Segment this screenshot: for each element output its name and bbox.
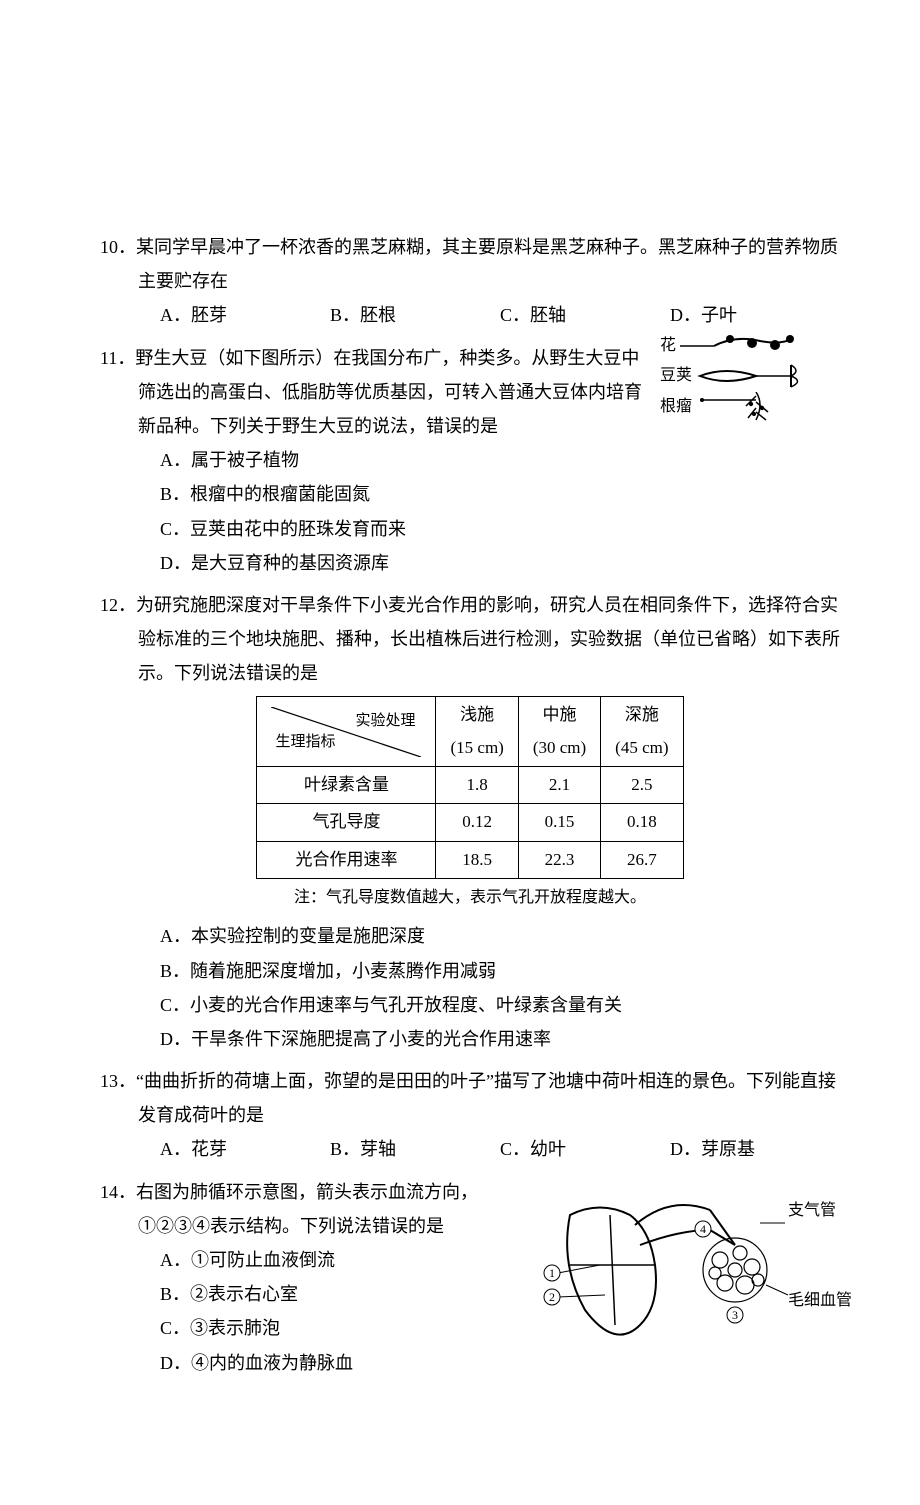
row1-v0: 0.12: [436, 804, 518, 841]
q11-text: 野生大豆（如下图所示）在我国分布广，种类多。从野生大豆中筛选出的高蛋白、低脂肪等…: [135, 348, 642, 436]
table-row: 光合作用速率 18.5 22.3 26.7: [257, 841, 683, 878]
svg-text:1: 1: [549, 1266, 555, 1280]
q12-opt-c: C．小麦的光合作用速率与气孔开放程度、叶绿素含量有关: [160, 988, 840, 1022]
diagram-label-pod: 豆荚: [660, 361, 830, 392]
question-14: 4 3 1 2 支气管 毛细血管 14．右图为肺循环示意图，箭头表示血流方向， …: [100, 1175, 840, 1437]
q10-opt-d: D．子叶: [670, 298, 840, 332]
diagram-label-flower: 花: [660, 331, 830, 362]
q14-text1: 右图为肺循环示意图，箭头表示血流方向，: [136, 1182, 478, 1202]
col-deep: 深施(45 cm): [601, 697, 683, 767]
row0-v0: 1.8: [436, 767, 518, 804]
bronchus-label: 支气管: [788, 1196, 848, 1226]
diag-bot-label: 生理指标: [275, 728, 335, 757]
table-row: 气孔导度 0.12 0.15 0.18: [257, 804, 683, 841]
row0-v1: 2.1: [518, 767, 600, 804]
question-11: 花 豆荚 根瘤: [100, 341, 840, 580]
soybean-diagram: 花 豆荚 根瘤: [660, 331, 830, 423]
q11-options: A．属于被子植物 B．根瘤中的根瘤菌能固氮 C．豆荚由花中的胚珠发育而来 D．是…: [100, 443, 840, 580]
q13-opt-d: D．芽原基: [670, 1132, 840, 1166]
col-shallow: 浅施(15 cm): [436, 697, 518, 767]
q14-number: 14．: [100, 1182, 136, 1202]
table-row: 叶绿素含量 1.8 2.1 2.5: [257, 767, 683, 804]
row2-v2: 26.7: [601, 841, 683, 878]
q12-opt-b: B．随着施肥深度增加，小麦蒸腾作用减弱: [160, 954, 840, 988]
question-12: 12．为研究施肥深度对干旱条件下小麦光合作用的影响，研究人员在相同条件下，选择符…: [100, 588, 840, 1056]
svg-text:3: 3: [732, 1308, 738, 1322]
diagram-label-nodule: 根瘤: [660, 392, 830, 423]
row2-label: 光合作用速率: [257, 841, 436, 878]
pod-icon: [696, 363, 816, 389]
q10-number: 10．: [100, 237, 136, 257]
q13-opt-a: A．花芽: [160, 1132, 330, 1166]
q12-table-note: 注：气孔导度数值越大，表示气孔开放程度越大。: [100, 883, 840, 913]
q10-stem: 10．某同学早晨冲了一杯浓香的黑芝麻糊，其主要原料是黑芝麻种子。黑芝麻种子的营养…: [100, 230, 840, 298]
q10-options: A．胚芽 B．胚根 C．胚轴 D．子叶: [100, 298, 840, 332]
q12-opt-d: D．干旱条件下深施肥提高了小麦的光合作用速率: [160, 1022, 840, 1056]
q13-opt-c: C．幼叶: [500, 1132, 670, 1166]
q13-stem: 13．“曲曲折折的荷塘上面，弥望的是田田的叶子”描写了池塘中荷叶相连的景色。下列…: [100, 1064, 840, 1132]
q12-options: A．本实验控制的变量是施肥深度 B．随着施肥深度增加，小麦蒸腾作用减弱 C．小麦…: [100, 919, 840, 1056]
col-mid: 中施(30 cm): [518, 697, 600, 767]
q10-text: 某同学早晨冲了一杯浓香的黑芝麻糊，其主要原料是黑芝麻种子。黑芝麻种子的营养物质主…: [136, 237, 838, 291]
table-diag-header: 实验处理 生理指标: [257, 697, 436, 767]
flower-icon: [680, 333, 800, 359]
flower-label: 花: [660, 337, 676, 354]
q11-opt-b: B．根瘤中的根瘤菌能固氮: [160, 477, 840, 511]
nodule-label: 根瘤: [660, 398, 692, 415]
q11-number: 11．: [100, 348, 135, 368]
q12-data-table: 实验处理 生理指标 浅施(15 cm) 中施(30 cm) 深施(45 cm) …: [256, 696, 683, 878]
q10-opt-a: A．胚芽: [160, 298, 330, 332]
q11-opt-c: C．豆荚由花中的胚珠发育而来: [160, 512, 840, 546]
q11-opt-a: A．属于被子植物: [160, 443, 840, 477]
svg-text:4: 4: [700, 1222, 706, 1236]
q10-opt-b: B．胚根: [330, 298, 500, 332]
row0-label: 叶绿素含量: [257, 767, 436, 804]
q11-opt-d: D．是大豆育种的基因资源库: [160, 546, 840, 580]
exam-page: 10．某同学早晨冲了一杯浓香的黑芝麻糊，其主要原料是黑芝麻种子。黑芝麻种子的营养…: [0, 0, 920, 1505]
q13-opt-b: B．芽轴: [330, 1132, 500, 1166]
row1-v1: 0.15: [518, 804, 600, 841]
root-nodule-icon: [696, 392, 816, 422]
lung-circulation-diagram: 4 3 1 2 支气管 毛细血管: [540, 1175, 840, 1437]
row1-v2: 0.18: [601, 804, 683, 841]
q12-text: 为研究施肥深度对干旱条件下小麦光合作用的影响，研究人员在相同条件下，选择符合实验…: [136, 595, 840, 683]
q13-options: A．花芽 B．芽轴 C．幼叶 D．芽原基: [100, 1132, 840, 1166]
q12-opt-a: A．本实验控制的变量是施肥深度: [160, 919, 840, 953]
row2-v0: 18.5: [436, 841, 518, 878]
q12-number: 12．: [100, 595, 136, 615]
q13-number: 13．: [100, 1071, 136, 1091]
q13-text: “曲曲折折的荷塘上面，弥望的是田田的叶子”描写了池塘中荷叶相连的景色。下列能直接…: [136, 1071, 836, 1125]
question-10: 10．某同学早晨冲了一杯浓香的黑芝麻糊，其主要原料是黑芝麻种子。黑芝麻种子的营养…: [100, 230, 840, 333]
row2-v1: 22.3: [518, 841, 600, 878]
capillary-label: 毛细血管: [788, 1286, 858, 1316]
row1-label: 气孔导度: [257, 804, 436, 841]
diag-top-label: 实验处理: [355, 707, 415, 736]
pod-label: 豆荚: [660, 367, 692, 384]
row0-v2: 2.5: [601, 767, 683, 804]
question-13: 13．“曲曲折折的荷塘上面，弥望的是田田的叶子”描写了池塘中荷叶相连的景色。下列…: [100, 1064, 840, 1167]
q10-opt-c: C．胚轴: [500, 298, 670, 332]
q12-stem: 12．为研究施肥深度对干旱条件下小麦光合作用的影响，研究人员在相同条件下，选择符…: [100, 588, 840, 691]
